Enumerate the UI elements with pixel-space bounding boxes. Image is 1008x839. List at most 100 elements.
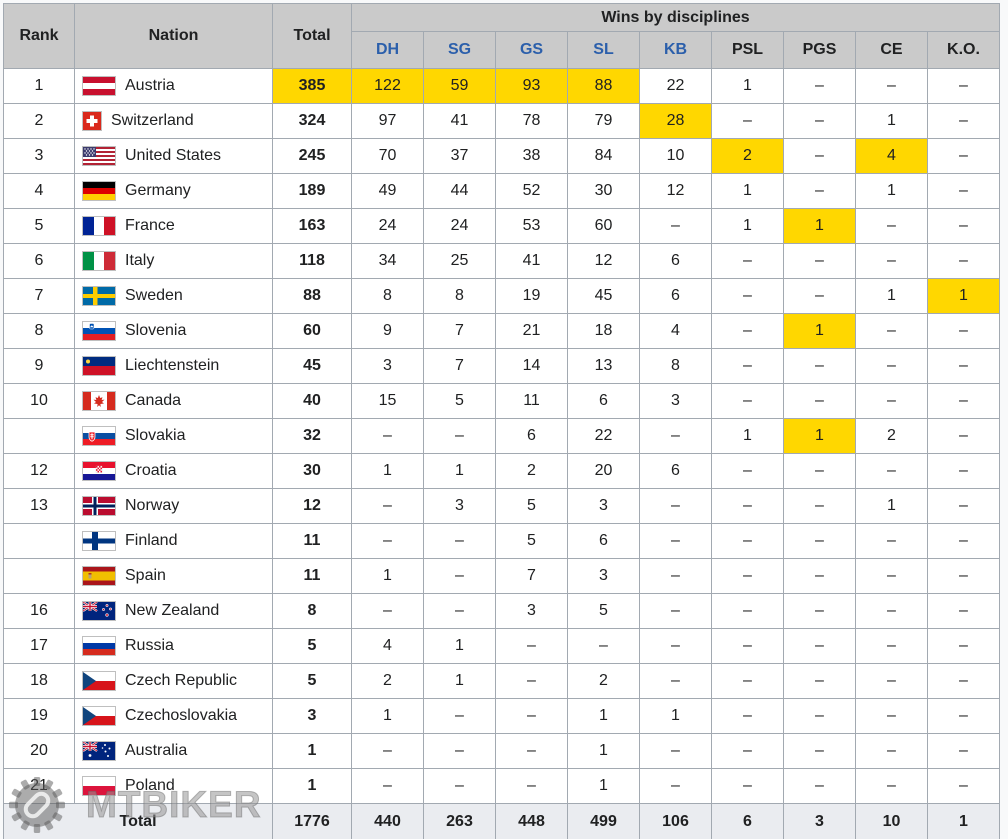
total-row-value-sl: 499 bbox=[567, 803, 640, 839]
col-header-sg[interactable]: SG bbox=[423, 31, 496, 69]
nation-cell: United States bbox=[74, 138, 273, 174]
nation-cell: Czechoslovakia bbox=[74, 698, 273, 734]
total-cell: 324 bbox=[272, 103, 352, 139]
rank-cell: 16 bbox=[3, 593, 75, 629]
value-cell-dh: 1 bbox=[351, 698, 424, 734]
value-cell-pgs: – bbox=[783, 558, 856, 594]
rank-cell: 8 bbox=[3, 313, 75, 349]
value-cell-kb: – bbox=[639, 523, 712, 559]
value-cell-kb: 8 bbox=[639, 348, 712, 384]
col-header-kb[interactable]: KB bbox=[639, 31, 712, 69]
total-row-value-kb: 106 bbox=[639, 803, 712, 839]
value-cell-gs: 6 bbox=[495, 418, 568, 454]
value-cell-pgs: – bbox=[783, 173, 856, 209]
flag-icon-sweden bbox=[82, 286, 116, 306]
value-cell-gs: – bbox=[495, 698, 568, 734]
col-header-sl[interactable]: SL bbox=[567, 31, 640, 69]
col-header-ce: CE bbox=[855, 31, 928, 69]
col-header-dh[interactable]: DH bbox=[351, 31, 424, 69]
value-cell-pgs: – bbox=[783, 663, 856, 699]
value-cell-ce: 2 bbox=[855, 418, 928, 454]
value-cell-sg: – bbox=[423, 418, 496, 454]
row-germany: 4 Germany 189 49 44 52 30 12 1–1– bbox=[3, 173, 1000, 209]
row-austria: 1 Austria 385 122 59 93 88 22 1– – – bbox=[3, 68, 1000, 104]
value-cell-ko: – bbox=[927, 243, 1000, 279]
value-cell-sg: – bbox=[423, 593, 496, 629]
rank-cell: 18 bbox=[3, 663, 75, 699]
row-croatia: 12 Croatia 30 1 1 2 20 6– – – – bbox=[3, 453, 1000, 489]
flag-icon-new-zealand bbox=[82, 601, 116, 621]
value-cell-psl: – bbox=[711, 663, 784, 699]
value-cell-gs: 93 bbox=[495, 68, 568, 104]
value-cell-dh: 122 bbox=[351, 68, 424, 104]
nation-cell: Australia bbox=[74, 733, 273, 769]
total-cell: 3 bbox=[272, 698, 352, 734]
value-cell-sg: 7 bbox=[423, 348, 496, 384]
nation-label: New Zealand bbox=[125, 602, 220, 619]
nation-cell: Croatia bbox=[74, 453, 273, 489]
value-cell-sl: 3 bbox=[567, 558, 640, 594]
value-cell-sg: 37 bbox=[423, 138, 496, 174]
col-header-ko: K.O. bbox=[927, 31, 1000, 69]
flag-icon-slovakia bbox=[82, 426, 116, 446]
nation-cell: France bbox=[74, 208, 273, 244]
value-cell-pgs: 1 bbox=[783, 313, 856, 349]
value-cell-dh: 4 bbox=[351, 628, 424, 664]
row-norway: 13 Norway 12–3 5 3– – –1– bbox=[3, 488, 1000, 524]
value-cell-pgs: – bbox=[783, 593, 856, 629]
total-cell: 5 bbox=[272, 663, 352, 699]
flag-icon-italy bbox=[82, 251, 116, 271]
value-cell-sl: 6 bbox=[567, 383, 640, 419]
value-cell-sl: 1 bbox=[567, 733, 640, 769]
value-cell-gs: 78 bbox=[495, 103, 568, 139]
nation-cell: Germany bbox=[74, 173, 273, 209]
flag-icon-germany bbox=[82, 181, 116, 201]
flag-icon-liechtenstein bbox=[82, 356, 116, 376]
rank-cell: 2 bbox=[3, 103, 75, 139]
value-cell-ko: – bbox=[927, 698, 1000, 734]
value-cell-dh: – bbox=[351, 418, 424, 454]
value-cell-sg: 5 bbox=[423, 383, 496, 419]
value-cell-ko: – bbox=[927, 488, 1000, 524]
value-cell-kb: – bbox=[639, 663, 712, 699]
value-cell-sl: 88 bbox=[567, 68, 640, 104]
value-cell-psl: – bbox=[711, 698, 784, 734]
value-cell-pgs: 1 bbox=[783, 208, 856, 244]
nation-label: Slovakia bbox=[125, 427, 186, 444]
value-cell-sl: 5 bbox=[567, 593, 640, 629]
col-header-gs[interactable]: GS bbox=[495, 31, 568, 69]
total-row-grand-total: 1776 bbox=[272, 803, 352, 839]
value-cell-dh: 9 bbox=[351, 313, 424, 349]
total-cell: 189 bbox=[272, 173, 352, 209]
value-cell-pgs: – bbox=[783, 523, 856, 559]
value-cell-pgs: 1 bbox=[783, 418, 856, 454]
value-cell-pgs: – bbox=[783, 348, 856, 384]
col-header-pgs: PGS bbox=[783, 31, 856, 69]
value-cell-sg: 44 bbox=[423, 173, 496, 209]
value-cell-gs: – bbox=[495, 768, 568, 804]
nation-label: Italy bbox=[125, 252, 155, 269]
total-cell: 8 bbox=[272, 593, 352, 629]
row-spain: Spain 11 1–7 3– – – – – bbox=[3, 558, 1000, 594]
value-cell-sg: 1 bbox=[423, 453, 496, 489]
flag-icon-czechoslovakia bbox=[82, 706, 116, 726]
value-cell-ko: – bbox=[927, 138, 1000, 174]
value-cell-psl: – bbox=[711, 593, 784, 629]
flag-icon-france bbox=[82, 216, 116, 236]
flag-icon-russia bbox=[82, 636, 116, 656]
value-cell-sg: 24 bbox=[423, 208, 496, 244]
value-cell-psl: – bbox=[711, 558, 784, 594]
value-cell-ko: – bbox=[927, 383, 1000, 419]
value-cell-sl: 2 bbox=[567, 663, 640, 699]
value-cell-psl: – bbox=[711, 628, 784, 664]
total-row-value-sg: 263 bbox=[423, 803, 496, 839]
value-cell-ce: – bbox=[855, 348, 928, 384]
value-cell-pgs: – bbox=[783, 733, 856, 769]
value-cell-psl: – bbox=[711, 453, 784, 489]
value-cell-ko: – bbox=[927, 523, 1000, 559]
nation-label: Austria bbox=[125, 77, 175, 94]
value-cell-dh: – bbox=[351, 768, 424, 804]
total-row: Total 1776 440 263 448 499 106 6 3 10 1 bbox=[3, 803, 1000, 839]
value-cell-kb: – bbox=[639, 733, 712, 769]
